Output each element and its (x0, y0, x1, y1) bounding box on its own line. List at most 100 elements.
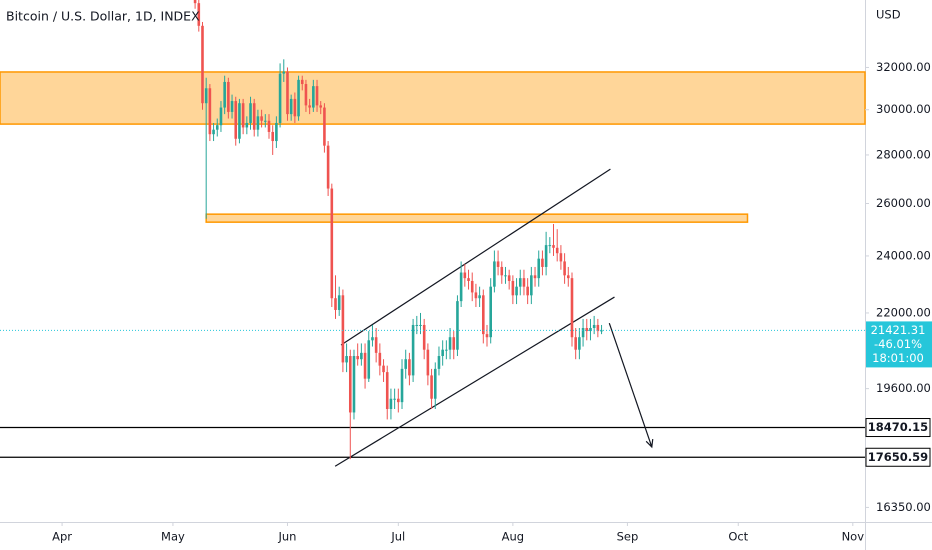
x-tick-label: May (161, 530, 185, 544)
candle-body (378, 352, 382, 366)
candle-body (563, 261, 566, 276)
candle-body (271, 131, 274, 142)
candle-body (541, 258, 544, 267)
candle-body (463, 272, 467, 279)
candle-body (315, 86, 319, 106)
zone (0, 71, 866, 125)
candle-body (426, 349, 430, 376)
candle-body (441, 349, 444, 357)
candle-body (478, 295, 481, 299)
candle-body (467, 278, 470, 281)
candle-body (419, 324, 422, 326)
candle-body (404, 359, 408, 369)
candle-body (408, 359, 411, 376)
candle-body (544, 245, 548, 267)
candle-body (415, 324, 419, 326)
candle-body (493, 261, 496, 287)
candle-body (215, 125, 219, 130)
candle-body (496, 261, 500, 267)
candle-body (367, 340, 371, 379)
candle-body (452, 337, 456, 350)
candle-body (566, 275, 570, 279)
candle-body (430, 375, 433, 399)
candle-body (204, 88, 208, 104)
last-change-label: -46.01% (874, 337, 922, 351)
candle-body (456, 301, 459, 350)
candle-body (548, 245, 552, 247)
candle-body (348, 356, 352, 413)
candle-body (585, 328, 589, 332)
candle-body (275, 122, 278, 142)
candle-body (208, 88, 212, 135)
candle-body (341, 295, 345, 363)
candle-body (293, 98, 297, 117)
candle-body (533, 275, 537, 279)
candle-body (330, 188, 334, 299)
candle-body (230, 101, 234, 112)
candle-body (312, 86, 315, 108)
candle-body (193, 0, 197, 4)
candle-body (267, 120, 271, 132)
candle-body (589, 328, 592, 332)
y-tick-label: 26000.00 (876, 196, 931, 210)
candle-body (352, 356, 356, 413)
candle-body (422, 324, 426, 350)
candle-body (356, 356, 359, 360)
zone (205, 213, 749, 223)
last-price-label: 21421.31 (871, 323, 926, 337)
candle-body (337, 295, 341, 310)
candle-body (474, 292, 478, 299)
candle-body (530, 275, 533, 296)
candle-body (522, 278, 526, 287)
candle-body (596, 324, 600, 332)
candle-body (515, 286, 518, 296)
plot-area (0, 0, 866, 467)
candle-body (282, 71, 286, 74)
candle-body (526, 286, 529, 296)
candle-body (319, 105, 323, 108)
last-price-box (866, 321, 932, 368)
candle-body (219, 107, 223, 126)
y-tick-label: 28000.00 (876, 147, 931, 161)
candle-body (382, 365, 385, 373)
candle-body (470, 280, 474, 293)
candle-body (552, 245, 555, 248)
candle-body (264, 120, 267, 122)
y-tick-label: 22000.00 (876, 305, 931, 319)
candle-body (489, 286, 492, 338)
candle-body (518, 278, 522, 287)
candle-body (448, 337, 452, 350)
level-label: 17650.59 (868, 450, 928, 464)
candle-body (360, 352, 363, 360)
candle-body (400, 368, 404, 403)
candle-body (201, 25, 204, 104)
candle-body (445, 349, 448, 351)
y-axis-label: USD (876, 8, 901, 22)
y-tick-label: 24000.00 (876, 248, 931, 262)
candle-body (223, 81, 226, 108)
candle-body (437, 356, 441, 369)
candle-body (581, 328, 585, 338)
candle-body (459, 272, 463, 302)
candle-body (574, 337, 577, 350)
candle-body (385, 372, 389, 409)
candle-body (570, 278, 574, 338)
level-label: 18470.15 (868, 420, 928, 434)
countdown-label: 18:01:00 (872, 351, 924, 365)
candle-body (249, 103, 252, 123)
y-tick-label: 32000.00 (876, 60, 931, 74)
candle-body (500, 266, 504, 276)
candle-body (212, 129, 215, 135)
trend-line (334, 296, 615, 467)
candle-body (389, 398, 393, 409)
candle-body (374, 337, 378, 353)
trend-line (340, 168, 611, 346)
candle-body (289, 98, 293, 115)
x-tick-label: Sep (617, 530, 639, 544)
candle-body (323, 107, 326, 146)
candle-body (241, 103, 245, 128)
x-tick-label: Aug (502, 530, 524, 544)
candle-body (245, 122, 249, 128)
candle-body (397, 398, 400, 403)
level-label-box (865, 447, 931, 467)
